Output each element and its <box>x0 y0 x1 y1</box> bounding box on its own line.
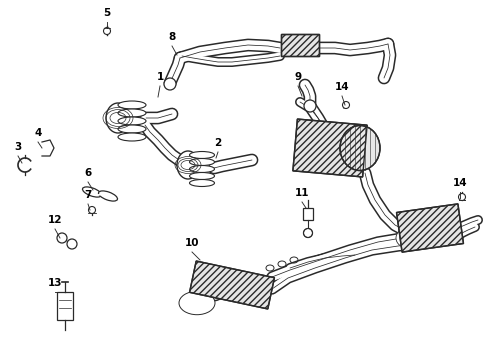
Text: 7: 7 <box>84 190 92 200</box>
Bar <box>190 261 274 309</box>
Bar <box>396 204 464 252</box>
Text: 14: 14 <box>453 178 467 188</box>
Circle shape <box>89 207 96 213</box>
Text: 11: 11 <box>295 188 309 198</box>
Bar <box>281 34 319 56</box>
Text: 14: 14 <box>335 82 349 92</box>
Text: 6: 6 <box>84 168 92 178</box>
Bar <box>293 119 367 177</box>
Circle shape <box>343 102 349 108</box>
Ellipse shape <box>187 297 207 310</box>
Text: 5: 5 <box>103 8 111 18</box>
Bar <box>396 204 464 252</box>
Bar <box>293 119 367 177</box>
Circle shape <box>67 239 77 249</box>
Ellipse shape <box>190 152 215 158</box>
Ellipse shape <box>179 291 215 315</box>
Bar <box>293 119 367 177</box>
Ellipse shape <box>401 232 415 244</box>
Circle shape <box>164 78 176 90</box>
Ellipse shape <box>396 228 420 248</box>
Ellipse shape <box>98 191 118 201</box>
Ellipse shape <box>190 166 215 172</box>
Text: 1: 1 <box>156 72 164 82</box>
Ellipse shape <box>118 133 146 141</box>
Ellipse shape <box>190 180 215 186</box>
Ellipse shape <box>118 101 146 109</box>
Ellipse shape <box>106 103 130 133</box>
Circle shape <box>57 233 67 243</box>
Text: 12: 12 <box>48 215 62 225</box>
Text: 8: 8 <box>169 32 175 42</box>
Bar <box>281 34 319 56</box>
Text: 2: 2 <box>215 138 221 148</box>
Bar <box>57 292 73 320</box>
Ellipse shape <box>190 172 215 180</box>
Bar <box>396 204 464 252</box>
Bar <box>190 261 274 309</box>
Ellipse shape <box>118 117 146 125</box>
Bar <box>303 208 313 220</box>
Ellipse shape <box>118 109 146 117</box>
Text: 13: 13 <box>48 278 62 288</box>
Circle shape <box>459 194 466 201</box>
Ellipse shape <box>398 230 417 246</box>
Circle shape <box>304 100 316 112</box>
Text: 9: 9 <box>294 72 301 82</box>
Ellipse shape <box>340 126 380 171</box>
Bar <box>190 261 274 309</box>
Text: 10: 10 <box>185 238 199 248</box>
Text: 3: 3 <box>14 142 22 152</box>
Circle shape <box>303 229 313 238</box>
Text: 4: 4 <box>34 128 42 138</box>
Ellipse shape <box>118 125 146 133</box>
Ellipse shape <box>183 294 211 312</box>
Circle shape <box>103 27 111 35</box>
Bar <box>281 34 319 56</box>
Ellipse shape <box>190 158 215 166</box>
Ellipse shape <box>82 187 101 197</box>
Ellipse shape <box>177 151 199 179</box>
